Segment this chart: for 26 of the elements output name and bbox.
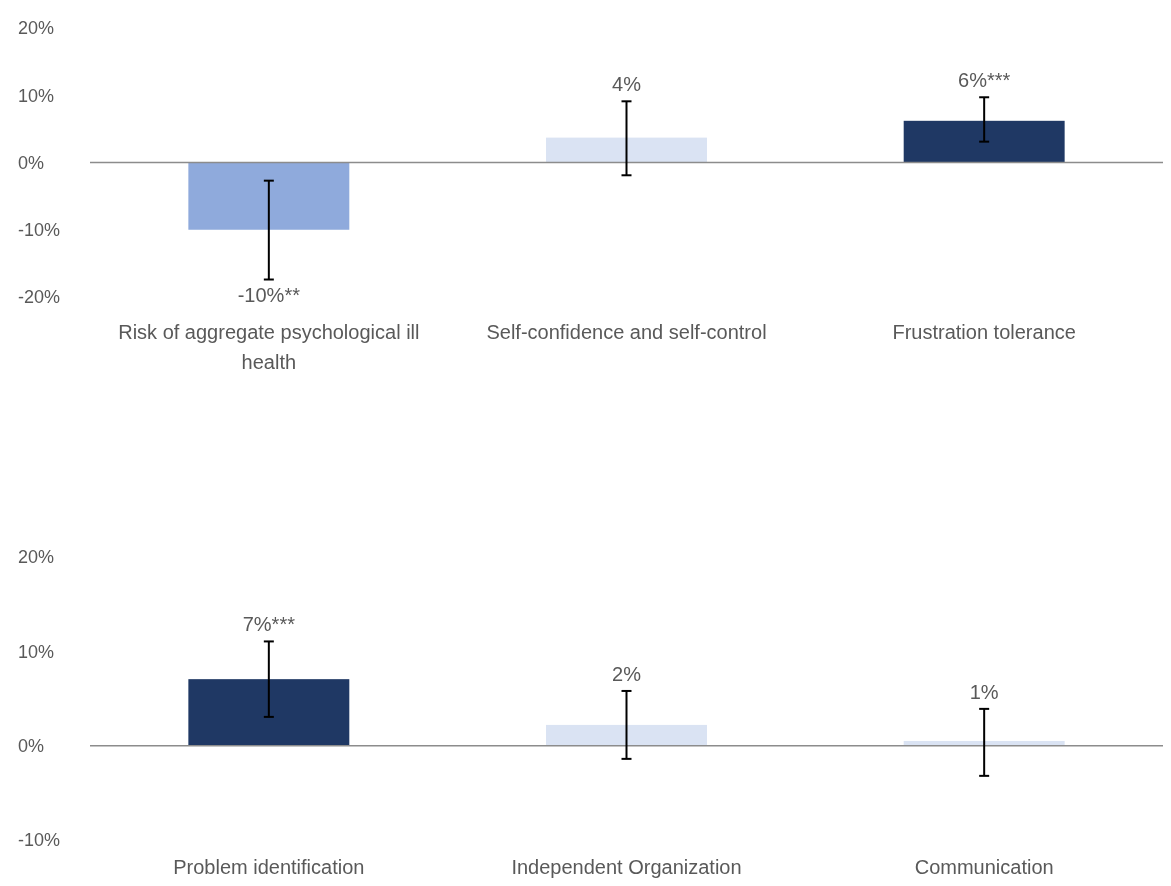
y-tick-label: -20% (18, 287, 61, 308)
y-tick-label: 10% (18, 85, 55, 106)
data-label: -10%** (237, 283, 301, 306)
bar (546, 137, 707, 163)
x-tick-label: Communication (914, 856, 1054, 878)
y-tick-label: 0% (18, 735, 45, 756)
bar (903, 120, 1065, 163)
y-tick-label: 20% (18, 18, 55, 39)
y-tick-label: -10% (18, 830, 61, 851)
x-tick-label: Frustration tolerance (892, 321, 1076, 343)
x-tick-label: Self-confidence and self-control (486, 321, 767, 343)
y-tick-label: 20% (18, 547, 55, 568)
y-tick-label: -10% (18, 220, 61, 241)
data-label: 6%*** (958, 69, 1011, 92)
bar (546, 724, 707, 746)
bar (188, 162, 350, 230)
y-tick-label: 10% (18, 641, 55, 662)
x-tick-label: Problem identification (173, 856, 365, 878)
x-tick-label: Independent Organization (511, 856, 742, 878)
y-tick-label: 0% (18, 152, 45, 173)
data-label: 7%*** (242, 613, 296, 636)
data-label: 1% (969, 680, 999, 703)
data-label: 4% (612, 73, 642, 96)
data-label: 2% (612, 662, 642, 685)
bar (188, 679, 350, 746)
x-tick-label: Risk of aggregate psychological ill health (118, 321, 420, 373)
